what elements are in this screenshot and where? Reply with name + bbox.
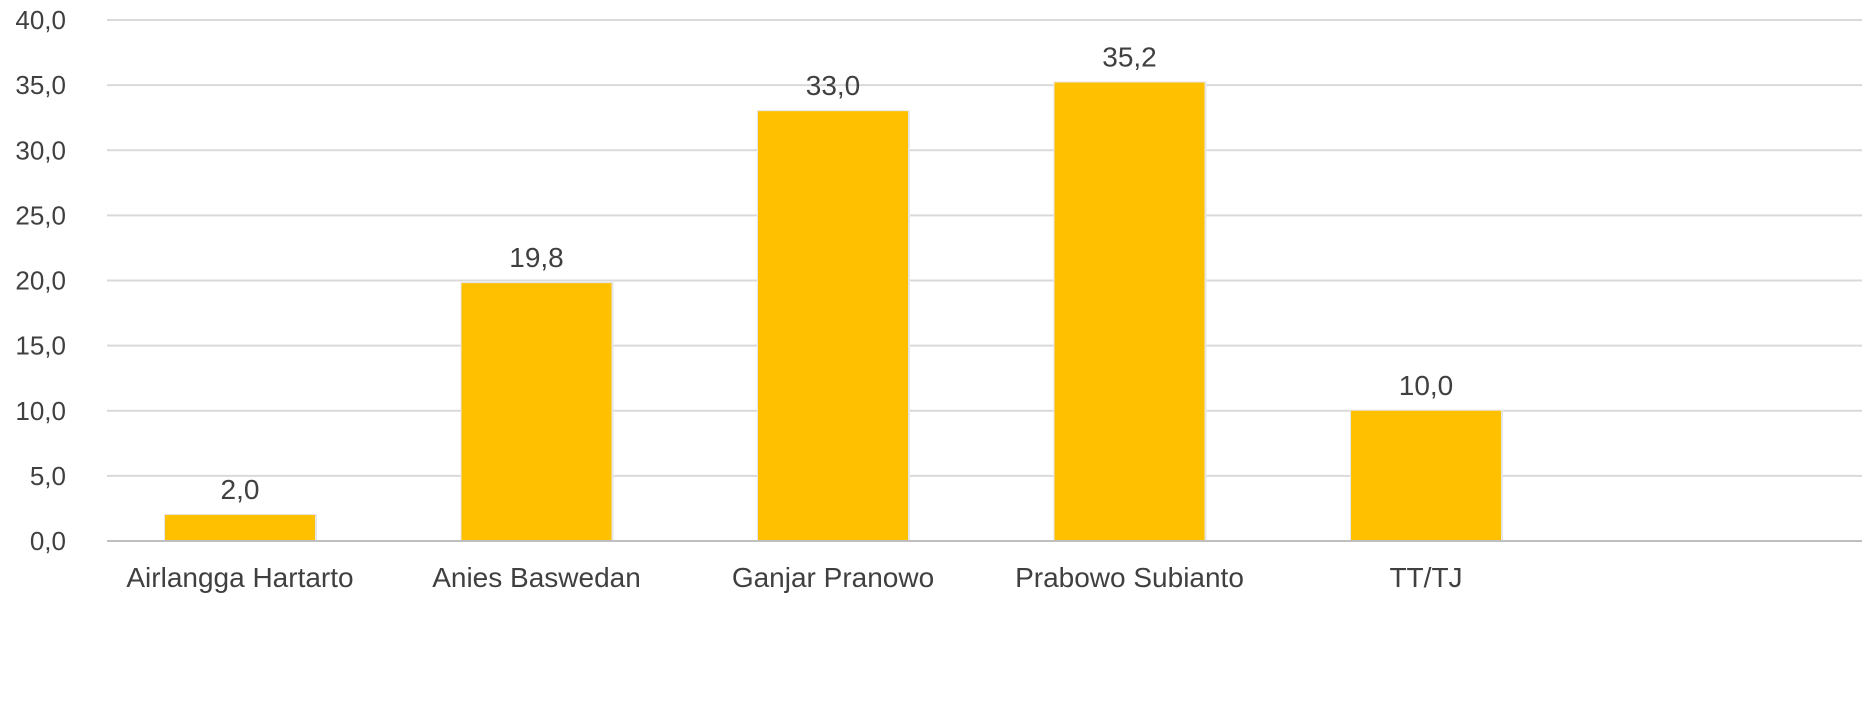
data-label: 35,2 <box>1102 42 1157 73</box>
y-tick-label: 35,0 <box>15 70 66 100</box>
data-labels: 2,0 19,8 33,0 35,2 10,0 <box>221 42 1454 505</box>
bar <box>758 111 908 542</box>
data-label: 10,0 <box>1399 370 1454 401</box>
gridlines <box>107 19 1862 477</box>
data-label: 19,8 <box>509 242 564 273</box>
x-category-label: Anies Baswedan <box>432 562 641 593</box>
y-tick-label: 10,0 <box>15 396 66 426</box>
y-tick-label: 5,0 <box>30 461 66 491</box>
y-axis-tick-labels: 0,0 5,0 10,0 15,0 20,0 25,0 30,0 35,0 40,0 <box>15 5 66 556</box>
y-tick-label: 30,0 <box>15 135 66 165</box>
x-category-label: Prabowo Subianto <box>1015 562 1244 593</box>
y-tick-label: 20,0 <box>15 266 66 296</box>
bar <box>461 283 612 541</box>
y-tick-label: 0,0 <box>30 526 66 556</box>
y-tick-label: 25,0 <box>15 200 66 230</box>
bar <box>1054 82 1205 542</box>
bar <box>165 514 315 541</box>
x-axis-category-labels: Airlangga Hartarto Anies Baswedan Ganjar P… <box>126 562 1462 593</box>
y-tick-label: 40,0 <box>15 5 66 35</box>
x-category-label: Ganjar Pranowo <box>732 562 934 593</box>
y-tick-label: 15,0 <box>15 331 66 361</box>
data-label: 33,0 <box>806 70 861 101</box>
data-label: 2,0 <box>221 474 260 505</box>
bar <box>1351 410 1501 541</box>
x-category-label: TT/TJ <box>1389 562 1462 593</box>
x-category-label: Airlangga Hartarto <box>126 562 353 593</box>
bars <box>164 81 1503 542</box>
